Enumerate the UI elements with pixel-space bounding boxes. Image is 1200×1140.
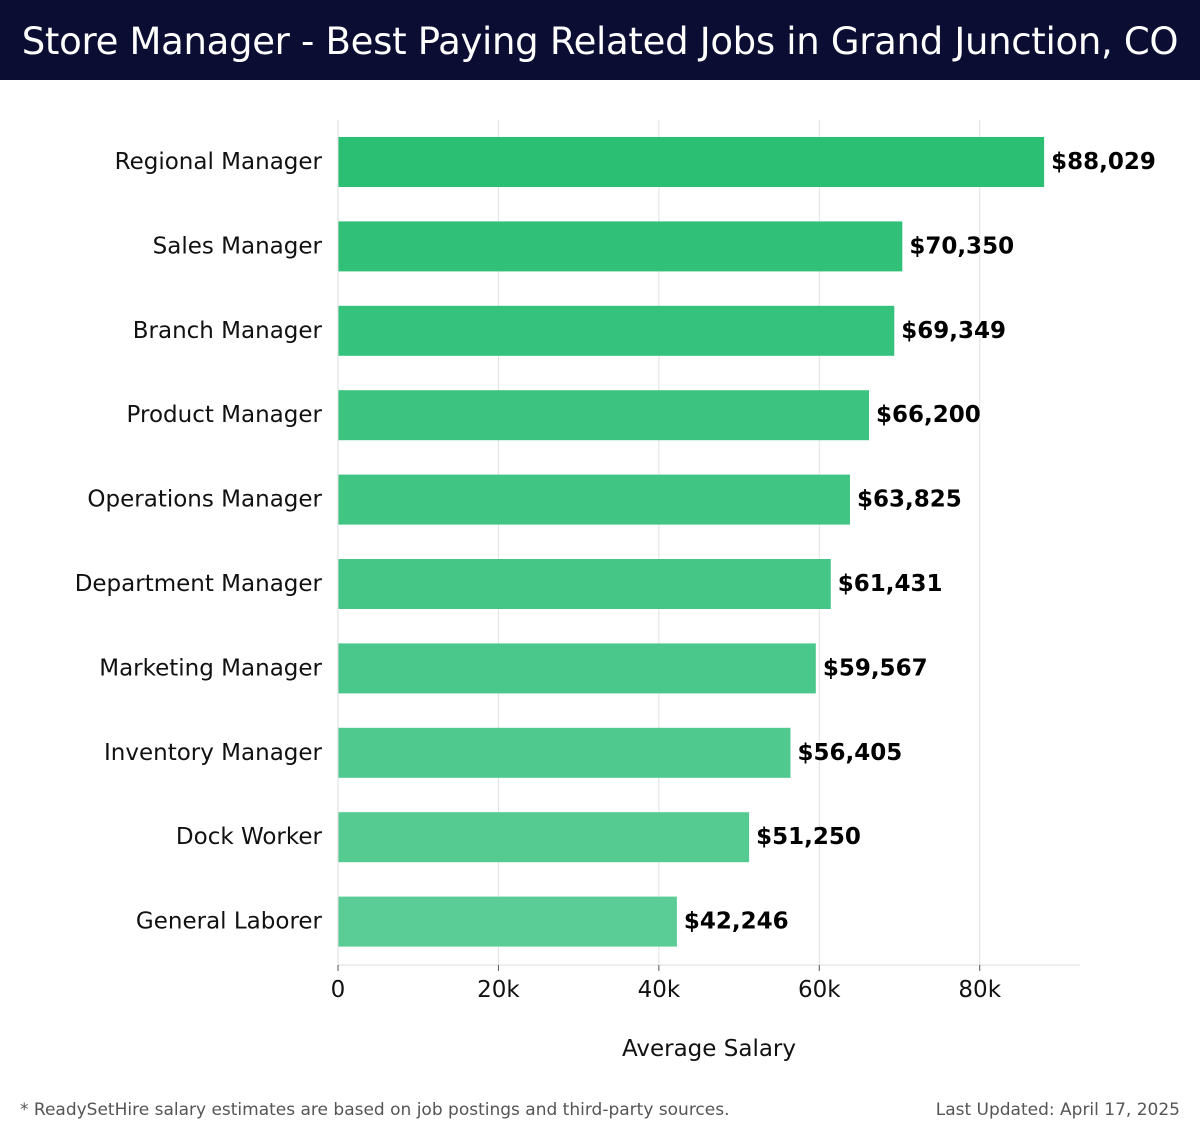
- bar: [338, 390, 870, 441]
- x-tick-label: 80k: [958, 977, 1001, 1003]
- category-label: Branch Manager: [133, 318, 323, 344]
- last-updated: Last Updated: April 17, 2025: [935, 1100, 1180, 1120]
- data-label: $70,350: [909, 233, 1014, 259]
- data-label: $88,029: [1051, 149, 1156, 175]
- title-bar: Store Manager - Best Paying Related Jobs…: [0, 0, 1200, 80]
- bar: [338, 896, 677, 947]
- bar: [338, 305, 895, 356]
- data-label: $69,349: [901, 318, 1006, 344]
- category-label: Inventory Manager: [104, 740, 323, 766]
- source-footnote: * ReadySetHire salary estimates are base…: [20, 1100, 730, 1120]
- category-label: Dock Worker: [176, 824, 323, 850]
- category-label: Sales Manager: [153, 233, 323, 259]
- data-label: $59,567: [823, 655, 928, 681]
- category-label: Regional Manager: [115, 149, 323, 175]
- bar: [338, 643, 816, 694]
- x-axis-label: Average Salary: [622, 1036, 796, 1062]
- bar: [338, 727, 791, 778]
- category-label: Department Manager: [75, 571, 323, 597]
- bar: [338, 221, 903, 272]
- x-tick-label: 60k: [798, 977, 841, 1003]
- page-title: Store Manager - Best Paying Related Jobs…: [21, 20, 1179, 63]
- x-tick-label: 0: [331, 977, 346, 1003]
- data-label: $61,431: [838, 571, 943, 597]
- category-label: Operations Manager: [87, 487, 322, 513]
- category-label: General Laborer: [136, 909, 323, 935]
- bar: [338, 137, 1045, 187]
- category-label: Marketing Manager: [99, 655, 322, 681]
- category-label: Product Manager: [127, 402, 323, 428]
- bar: [338, 559, 831, 609]
- data-label: $51,250: [756, 824, 861, 850]
- bar: [338, 812, 750, 863]
- x-tick-label: 40k: [638, 977, 681, 1003]
- data-label: $63,825: [857, 487, 962, 513]
- data-label: $66,200: [876, 402, 981, 428]
- x-tick-label: 20k: [477, 977, 520, 1003]
- data-label: $42,246: [684, 909, 789, 935]
- bar-chart: Regional Manager $88,029 Sales Manager $70,…: [75, 120, 1156, 1062]
- data-label: $56,405: [797, 740, 902, 766]
- bar: [338, 474, 850, 525]
